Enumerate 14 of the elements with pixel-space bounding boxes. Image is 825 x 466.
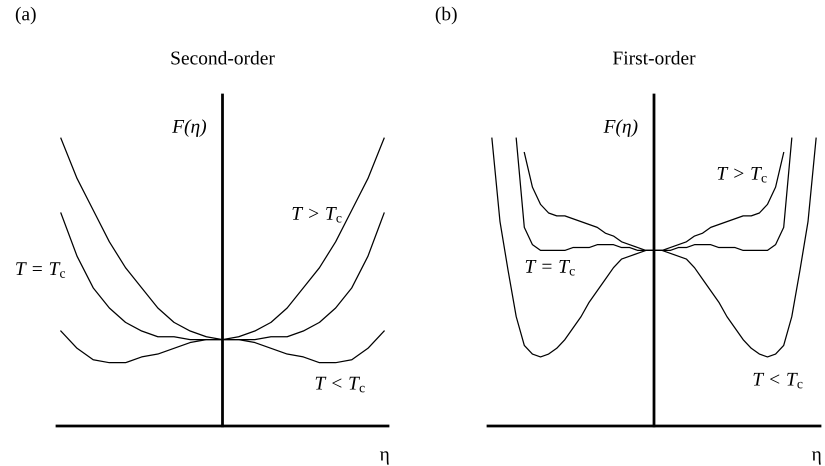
y-axis-title: F(η) xyxy=(603,119,638,137)
text: (a) xyxy=(16,6,36,24)
y-axis-title: F(η) xyxy=(172,119,206,137)
series-label: T > T$_{c}$ xyxy=(718,166,767,182)
x-axis-title: η xyxy=(812,451,821,465)
series-label: T = T$_{c}$ xyxy=(16,262,66,278)
series-label: T < T$_{c}$ xyxy=(754,372,803,388)
chart-title: Second-order xyxy=(171,50,275,65)
series-label: T < T$_{c}$ xyxy=(316,376,365,392)
chart-title: First-order xyxy=(612,50,696,65)
series-label: T > T$_{c}$ xyxy=(292,206,342,223)
x-axis-title: η xyxy=(380,451,389,465)
series-label: T = T$_{c}$ xyxy=(526,260,575,276)
text: (b) xyxy=(436,6,457,24)
